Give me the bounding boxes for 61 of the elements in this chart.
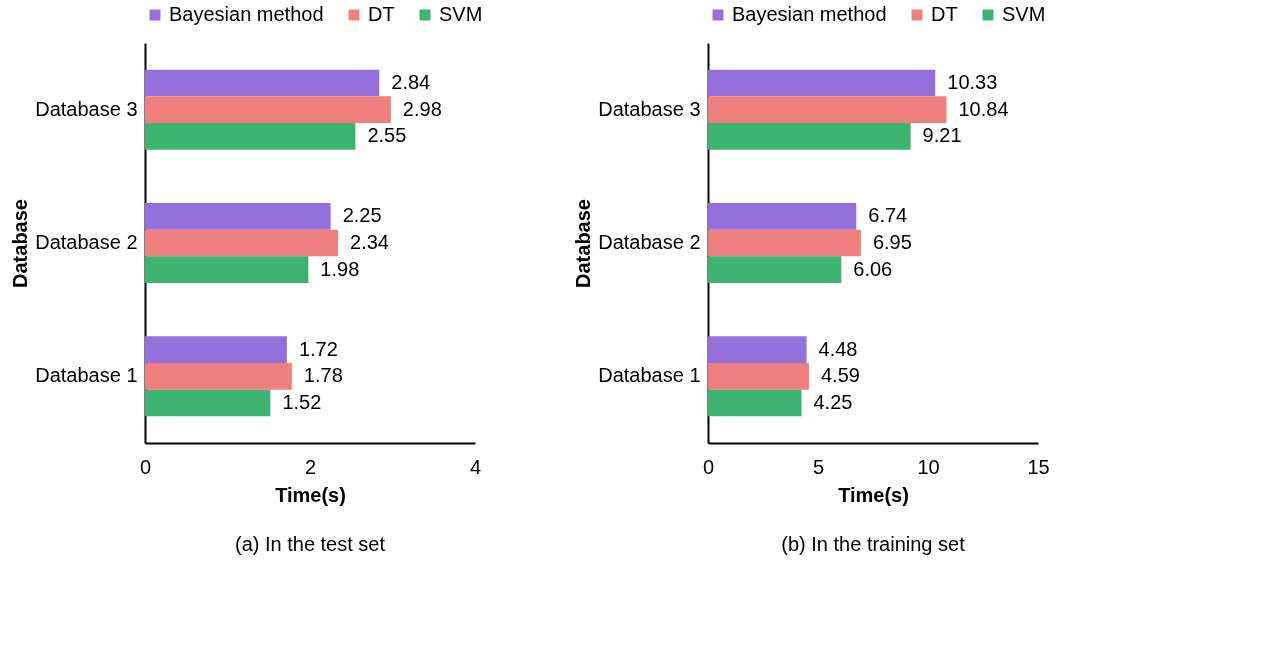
bar <box>145 229 339 257</box>
data-label: 9.21 <box>922 124 962 147</box>
data-label: 2.55 <box>367 124 407 147</box>
y-tick-label: Database 1 <box>35 364 138 387</box>
y-tick-label: Database 1 <box>598 364 701 387</box>
y-tick-label: Database 2 <box>598 231 701 253</box>
text: (a) In the test set <box>234 533 386 555</box>
bar <box>708 336 807 363</box>
data-label: 4.25 <box>813 391 853 413</box>
y-tick-label: Database 2 <box>35 231 138 253</box>
x-tick-label: 4 <box>469 455 482 478</box>
legend-label: SVM <box>439 3 483 25</box>
legend-label: SVM <box>1002 3 1046 25</box>
data-label: 6.74 <box>868 204 908 227</box>
legend-label: Bayesian method <box>169 3 324 25</box>
data-label: 2.25 <box>342 204 382 227</box>
bar <box>145 256 309 283</box>
text: (b) In the training set <box>781 533 966 555</box>
data-label: 4.59 <box>820 364 860 387</box>
x-tick-label: 2 <box>304 455 317 478</box>
x-tick-label: 5 <box>812 455 825 478</box>
x-tick-label: 0 <box>702 455 715 478</box>
bar <box>708 363 809 390</box>
data-label: 1.72 <box>298 337 338 360</box>
bar <box>708 229 861 257</box>
x-tick-label: 15 <box>1027 455 1050 478</box>
x-tick-label: 0 <box>139 455 152 478</box>
data-label: 6.95 <box>872 231 912 253</box>
data-label: 1.98 <box>320 257 360 280</box>
bar <box>145 389 271 417</box>
y-axis-title: Database <box>9 199 32 288</box>
data-label: 1.78 <box>303 364 343 387</box>
y-tick-label: Database 3 <box>35 97 138 120</box>
x-tick-label: 10 <box>917 455 940 478</box>
bar <box>145 123 356 150</box>
legend-label: DT <box>931 3 958 25</box>
bar <box>708 69 936 97</box>
bar <box>708 256 842 283</box>
bar <box>145 69 380 97</box>
bar <box>145 336 287 363</box>
data-label: 2.98 <box>402 97 442 120</box>
legend-label: DT <box>368 3 395 25</box>
data-label: 6.06 <box>853 257 893 280</box>
data-label: 4.48 <box>818 337 858 360</box>
bar <box>708 96 947 123</box>
bar <box>145 96 391 123</box>
bar <box>145 363 292 390</box>
bar <box>708 203 857 230</box>
data-label: 1.52 <box>282 391 322 413</box>
y-axis-title: Database <box>572 199 595 288</box>
bar <box>145 203 331 230</box>
legend-label: Bayesian method <box>732 3 887 25</box>
data-label: 2.34 <box>350 231 389 253</box>
data-label: 2.84 <box>391 71 431 93</box>
y-tick-label: Database 3 <box>598 97 701 120</box>
x-axis-title: Time(s) <box>275 483 346 506</box>
bar <box>708 123 911 150</box>
bar <box>708 389 802 417</box>
data-label: 10.84 <box>958 97 1009 120</box>
data-label: 10.33 <box>947 71 998 93</box>
x-axis-title: Time(s) <box>838 483 909 506</box>
